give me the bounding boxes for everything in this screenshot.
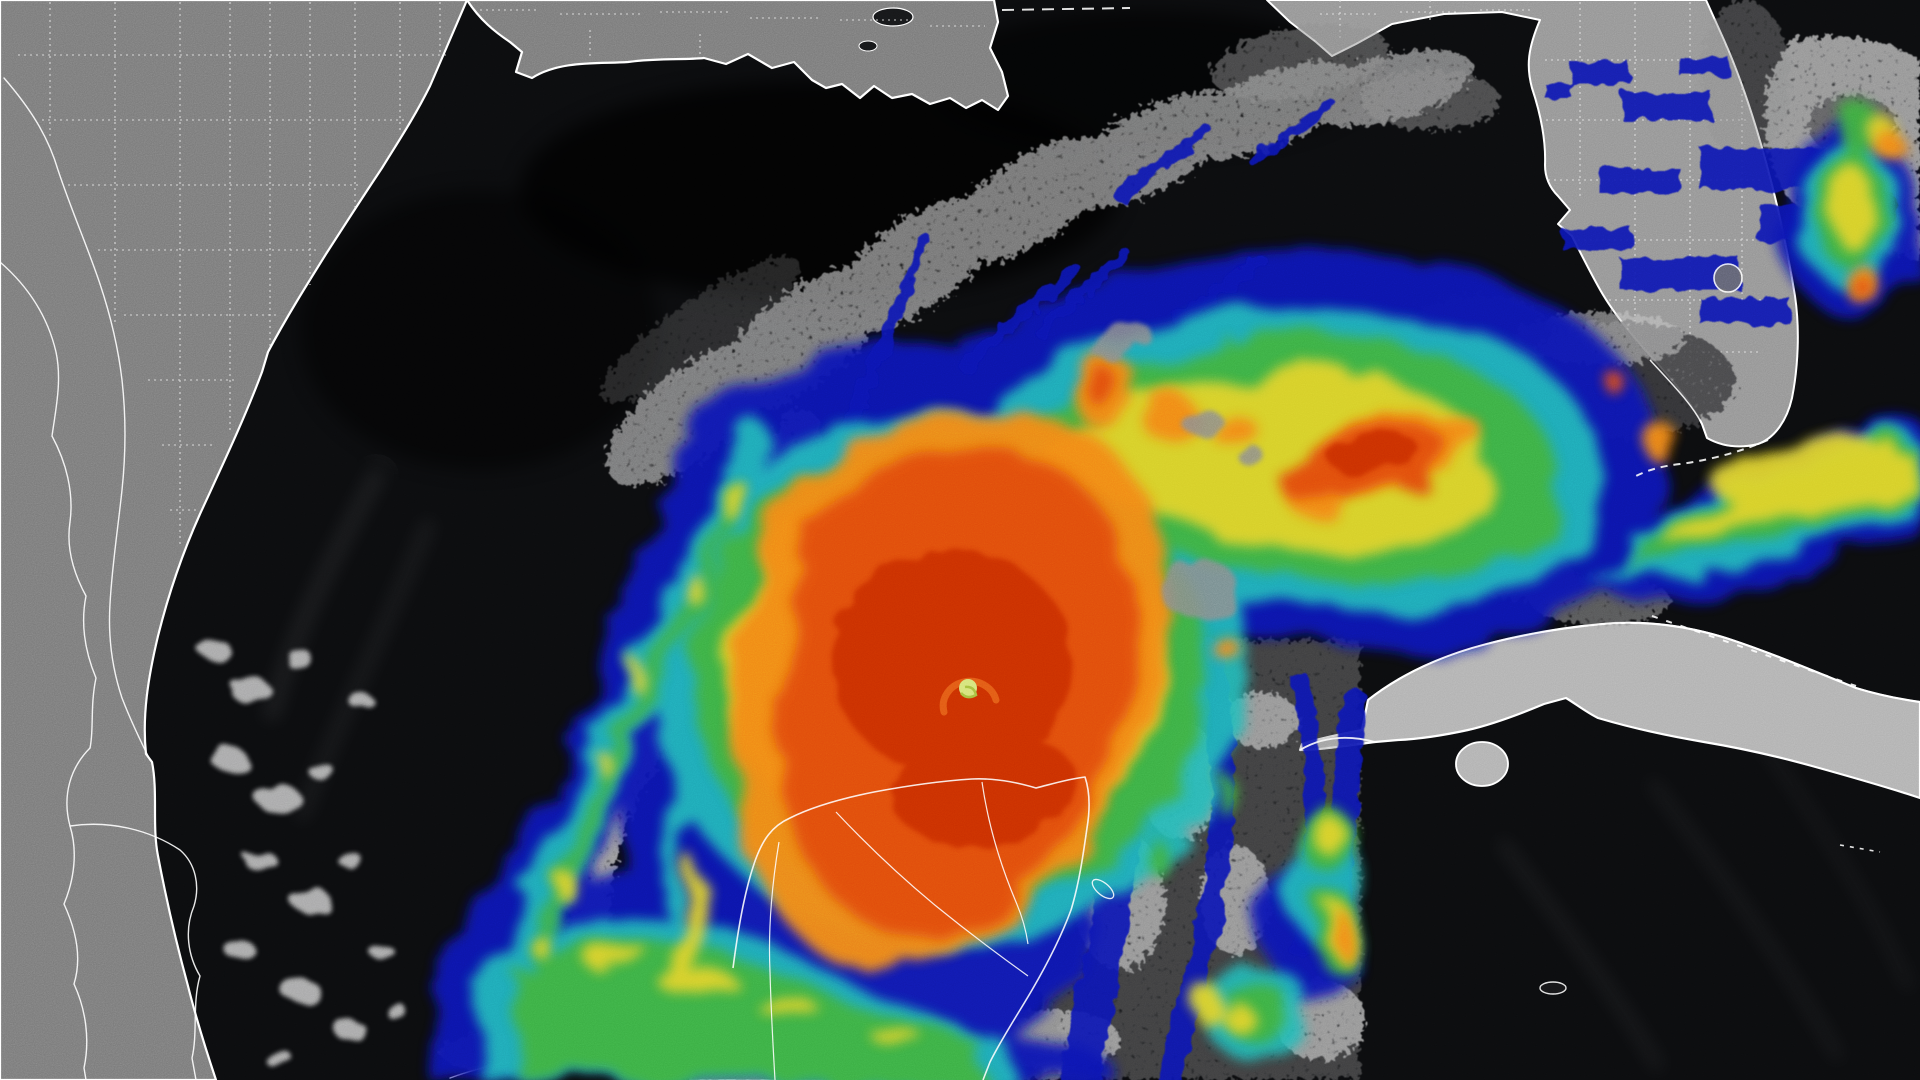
satellite-image	[0, 0, 1920, 1080]
satellite-canvas	[0, 0, 1920, 1080]
grain-overlay	[0, 0, 1920, 1080]
